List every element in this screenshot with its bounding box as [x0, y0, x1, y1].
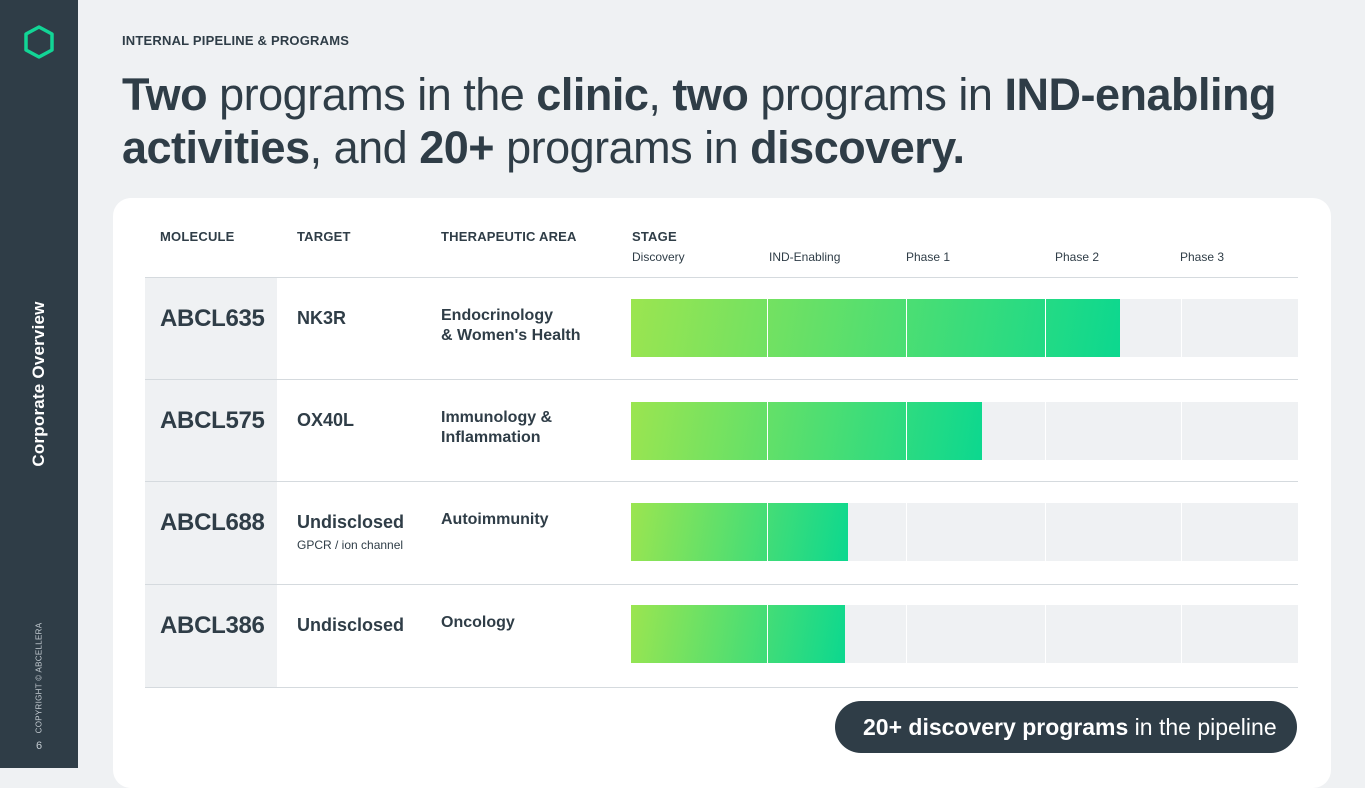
molecule-name: ABCL688 — [160, 509, 265, 536]
stage-divider — [767, 402, 768, 460]
stage-divider — [906, 402, 907, 460]
sidebar-title: Corporate Overview — [29, 301, 48, 467]
table-row: ABCL386 Undisclosed Oncology — [145, 584, 1298, 688]
molecule-name: ABCL575 — [160, 407, 265, 434]
stage-divider — [906, 503, 907, 561]
molecule-cell: ABCL688 — [145, 482, 277, 584]
stage-label-phase-2: Phase 2 — [1055, 250, 1100, 264]
headline-part: IND-enabling activities — [122, 69, 1276, 173]
target-detail: GPCR / ion channel — [297, 538, 404, 552]
stage-progress-bar — [631, 299, 1120, 357]
molecule-name: ABCL635 — [160, 305, 265, 332]
molecule-cell: ABCL575 — [145, 380, 277, 482]
molecule-name: ABCL386 — [160, 612, 265, 639]
target-name: OX40L — [297, 410, 355, 430]
stage-divider — [1181, 299, 1182, 357]
stage-divider — [906, 605, 907, 663]
target-name: Undisclosed — [297, 512, 405, 532]
table-row: ABCL575 OX40L Immunology & Inflammation — [145, 379, 1298, 482]
stage-divider — [767, 299, 768, 357]
headline-part: programs in — [748, 69, 1005, 120]
stage-divider — [1045, 605, 1046, 663]
therapeutic-area: Oncology — [441, 613, 611, 633]
table-row: ABCL688 Undisclosed GPCR / ion channel A… — [145, 481, 1298, 584]
stage-divider — [906, 299, 907, 357]
stage-label-phase-3: Phase 3 — [1180, 250, 1225, 264]
badge-text: in the pipeline — [1128, 714, 1277, 740]
stage-progress-bar — [631, 402, 983, 460]
therapeutic-area-line: Oncology — [441, 614, 515, 631]
stage-label-ind-enabling: IND-Enabling — [769, 250, 841, 264]
headline-part: 20+ — [419, 122, 495, 173]
stage-progress-track — [631, 503, 1298, 561]
headline-part: Two — [122, 69, 208, 120]
column-header-stage: STAGE — [632, 229, 677, 244]
headline-part: programs in the — [207, 69, 537, 120]
column-header-target: TARGET — [297, 229, 351, 244]
badge-bold-text: 20+ discovery programs — [863, 714, 1129, 740]
headline-part: clinic — [536, 69, 649, 120]
therapeutic-area-line: Inflammation — [441, 429, 541, 446]
stage-progress-track — [631, 605, 1298, 663]
therapeutic-area-line: Endocrinology — [441, 307, 553, 324]
stage-progress-bar — [631, 503, 848, 561]
therapeutic-area-line: Autoimmunity — [441, 511, 549, 528]
stage-divider — [1045, 503, 1046, 561]
stage-divider — [767, 503, 768, 561]
stage-divider — [1045, 402, 1046, 460]
page-number: 6 — [35, 740, 43, 752]
stage-divider — [767, 605, 768, 663]
molecule-cell: ABCL386 — [145, 585, 277, 687]
headline-part: , and — [309, 122, 420, 173]
stage-divider — [1181, 402, 1182, 460]
stage-progress-track — [631, 402, 1298, 460]
copyright-notice: COPYRIGHT © ABCELLERA — [34, 622, 44, 734]
stage-progress-track — [631, 299, 1298, 357]
therapeutic-area: Autoimmunity — [441, 510, 611, 530]
section-eyebrow: INTERNAL PIPELINE & PROGRAMS — [122, 33, 350, 48]
stage-label-phase-1: Phase 1 — [906, 250, 951, 264]
column-header-molecule: MOLECULE — [160, 229, 235, 244]
pipeline-card — [113, 198, 1331, 788]
therapeutic-area-line: Immunology & — [441, 409, 553, 426]
headline-part: two — [672, 69, 749, 120]
target-name: NK3R — [297, 308, 347, 328]
column-header-therapeutic-area: THERAPEUTIC AREA — [441, 229, 577, 244]
table-row: ABCL635 NK3R Endocrinology & Women's Hea… — [145, 277, 1298, 380]
stage-label-discovery: Discovery — [632, 250, 685, 264]
stage-progress-bar — [631, 605, 845, 663]
headline-part: discovery. — [750, 122, 965, 173]
therapeutic-area: Endocrinology & Women's Health — [441, 306, 611, 346]
stage-divider — [1181, 503, 1182, 561]
therapeutic-area-line: & Women's Health — [441, 327, 581, 344]
therapeutic-area: Immunology & Inflammation — [441, 408, 611, 448]
stage-divider — [1181, 605, 1182, 663]
discovery-programs-badge: 20+ discovery programs in the pipeline — [835, 701, 1297, 753]
sidebar: Corporate Overview COPYRIGHT © ABCELLERA… — [0, 0, 78, 768]
molecule-cell: ABCL635 — [145, 278, 277, 380]
stage-divider — [1045, 299, 1046, 357]
headline-part: programs in — [494, 122, 751, 173]
headline-part: , — [648, 69, 673, 120]
target-name: Undisclosed — [297, 615, 405, 635]
page-headline: Two programs in the clinic, two programs… — [122, 68, 1302, 174]
hexagon-logo-icon — [24, 25, 54, 59]
